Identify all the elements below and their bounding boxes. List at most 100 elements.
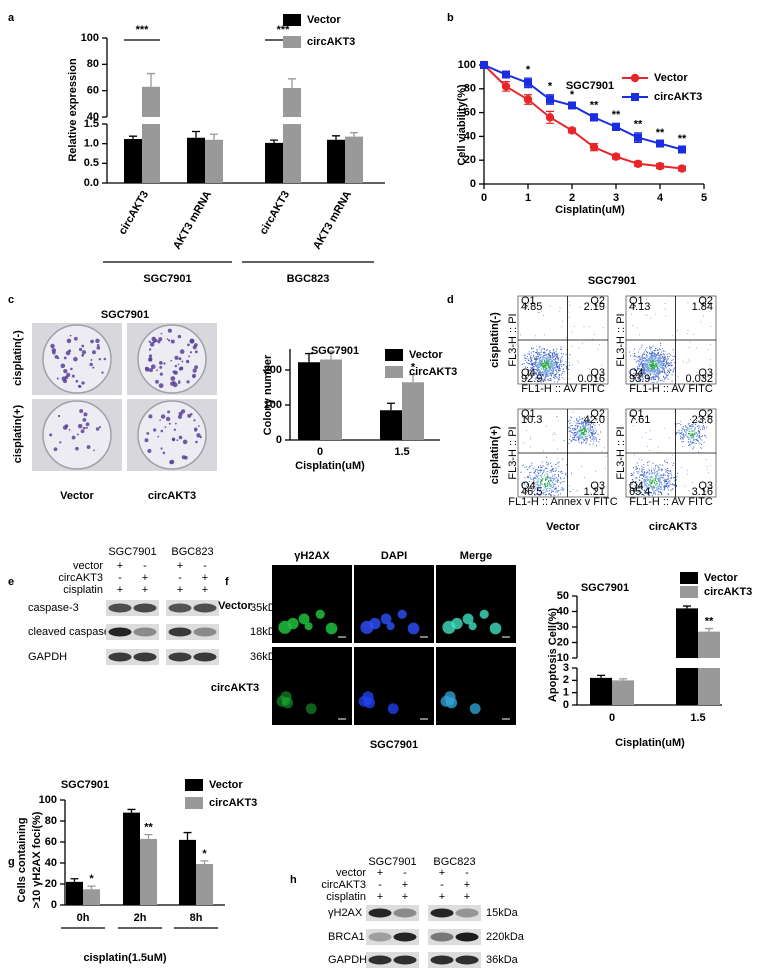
event [664,372,665,373]
event [552,371,553,372]
event [651,473,652,474]
band [109,628,132,637]
event [589,326,590,327]
event [658,352,659,353]
x-tick-label: 0 [317,446,323,458]
event [638,465,639,466]
event [598,441,599,442]
event [644,368,645,369]
event [540,472,541,473]
event [574,428,575,429]
event [550,477,551,478]
colony [148,358,152,362]
event [649,368,650,369]
event [654,379,655,380]
nucleus [278,621,291,634]
colony [173,382,178,387]
event [700,447,701,448]
event [655,493,656,494]
event [544,361,545,362]
event [550,380,551,381]
colony [149,354,152,357]
event [551,366,552,367]
event [584,440,585,441]
y-axis-label: Apoptosis Cell(%) [547,608,559,702]
event [646,473,647,474]
event [548,462,549,463]
event [700,443,701,444]
colony [75,380,78,383]
event [689,429,690,430]
event [650,430,651,431]
event [670,478,671,479]
event [653,372,654,373]
event [666,459,667,460]
event [643,361,644,362]
event [665,365,666,366]
colony [50,344,55,349]
marker [546,113,554,121]
event [545,488,546,489]
event [646,478,647,479]
event [688,429,689,430]
colony [64,356,67,359]
legend-label: Vector [307,14,341,26]
event [701,440,702,441]
event [658,473,659,474]
event [698,452,699,453]
event [550,352,551,353]
event [667,362,668,363]
event [688,302,689,303]
event [634,356,635,357]
event [578,440,579,441]
event [533,468,534,469]
event [560,478,561,479]
colony [163,362,165,364]
event [660,486,661,487]
event [664,482,665,483]
colony [55,355,59,359]
event [556,470,557,471]
event [699,435,700,436]
event [659,481,660,482]
x-tick-label: 2h [134,912,147,924]
band [456,933,479,942]
event [631,473,632,474]
event [520,472,521,473]
event [687,436,688,437]
event [667,485,668,486]
quadrant-value: 4.85 [521,301,542,313]
event [663,358,664,359]
colony [75,447,79,451]
event [554,362,555,363]
colony [67,339,72,344]
event [656,478,657,479]
event [654,483,655,484]
event [659,481,660,482]
event [670,355,671,356]
event [647,363,648,364]
event [655,361,656,362]
event [674,356,675,357]
event [696,347,697,348]
event [659,348,660,349]
event [654,357,655,358]
event [557,482,558,483]
event [658,355,659,356]
y-tick-label: 100 [81,32,99,44]
flow-y-label: FL3-H :: PI [615,426,627,479]
event [704,427,705,428]
event [543,493,544,494]
event [553,361,554,362]
event [545,479,546,480]
event [649,473,650,474]
event [700,429,701,430]
band-label: caspase-3 [28,602,79,614]
event [591,430,592,431]
event [557,449,558,450]
event [569,439,570,440]
event [652,353,653,354]
colony [90,340,94,344]
event [540,352,541,353]
event [540,484,541,485]
